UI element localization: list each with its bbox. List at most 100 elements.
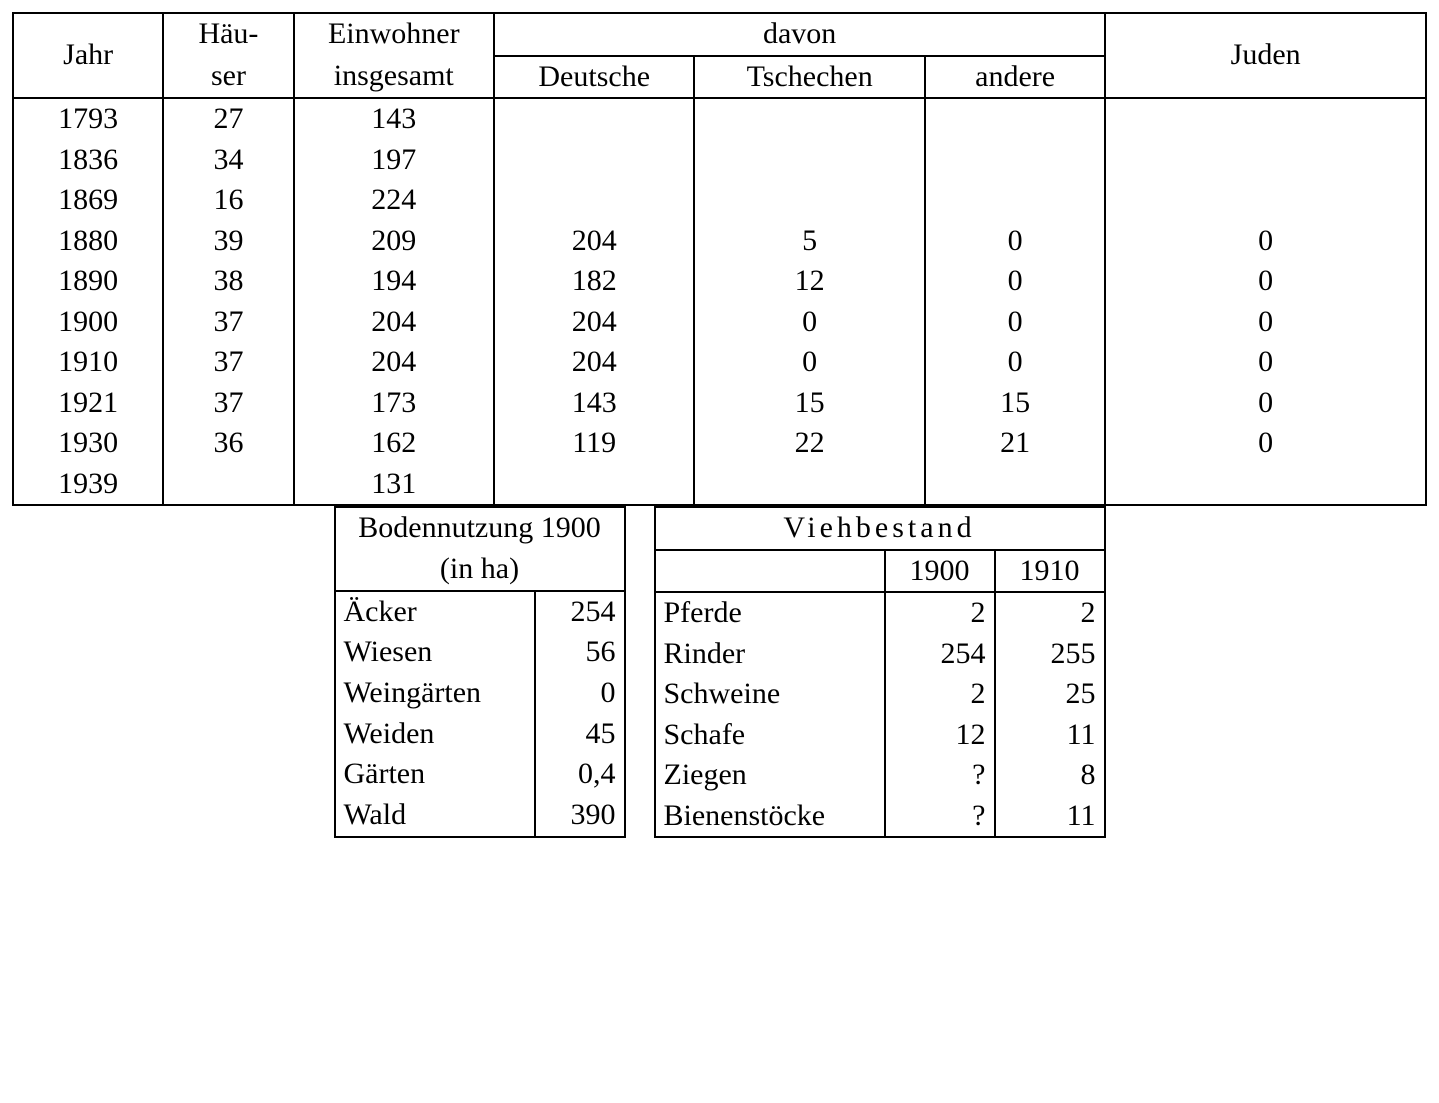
livestock-blank <box>655 550 885 593</box>
table-row: Äcker254 <box>335 591 625 633</box>
livestock-label: Pferde <box>655 592 885 634</box>
cell-haeuser: 37 <box>163 342 293 383</box>
cell-einwohner: 209 <box>294 221 494 262</box>
cell-einwohner: 194 <box>294 261 494 302</box>
cell-juden: 0 <box>1105 221 1426 262</box>
cell-deutsche: 143 <box>494 383 694 424</box>
table-row: Wiesen56 <box>335 632 625 673</box>
cell-jahr: 1890 <box>13 261 163 302</box>
col-tschechen: Tschechen <box>694 56 924 99</box>
col-juden: Juden <box>1105 13 1426 98</box>
table-row: Ziegen?8 <box>655 755 1105 796</box>
table-row: 188039209204500 <box>13 221 1426 262</box>
cell-jahr: 1910 <box>13 342 163 383</box>
cell-deutsche: 204 <box>494 302 694 343</box>
cell-jahr: 1793 <box>13 98 163 140</box>
table-row: Weiden45 <box>335 714 625 755</box>
cell-einwohner: 162 <box>294 423 494 464</box>
table-header-row: Jahr Häu- Einwohner davon Juden <box>13 13 1426 56</box>
table-row: 1890381941821200 <box>13 261 1426 302</box>
cell-jahr: 1930 <box>13 423 163 464</box>
table-row: 183634197 <box>13 140 1426 181</box>
cell-juden <box>1105 180 1426 221</box>
cell-haeuser: 39 <box>163 221 293 262</box>
cell-deutsche: 204 <box>494 221 694 262</box>
cell-deutsche: 182 <box>494 261 694 302</box>
table-row: Wald390 <box>335 795 625 837</box>
cell-tschechen: 15 <box>694 383 924 424</box>
col-einwohner-l2: insgesamt <box>294 56 494 99</box>
cell-deutsche <box>494 98 694 140</box>
table-row: 186916224 <box>13 180 1426 221</box>
cell-jahr: 1869 <box>13 180 163 221</box>
cell-juden: 0 <box>1105 423 1426 464</box>
livestock-y1: 1900 <box>885 550 995 593</box>
cell-tschechen: 12 <box>694 261 924 302</box>
cell-jahr: 1921 <box>13 383 163 424</box>
cell-einwohner: 143 <box>294 98 494 140</box>
table-row: 1939131 <box>13 464 1426 506</box>
livestock-v2: 25 <box>995 674 1105 715</box>
livestock-v2: 255 <box>995 634 1105 675</box>
col-haeuser-l1: Häu- <box>163 13 293 56</box>
table-row: Rinder254255 <box>655 634 1105 675</box>
cell-deutsche <box>494 140 694 181</box>
land-value: 56 <box>535 632 625 673</box>
cell-andere: 0 <box>925 342 1105 383</box>
livestock-label: Rinder <box>655 634 885 675</box>
cell-juden <box>1105 464 1426 506</box>
land-label: Gärten <box>335 754 535 795</box>
cell-haeuser: 27 <box>163 98 293 140</box>
cell-haeuser: 37 <box>163 302 293 343</box>
table-row: Gärten0,4 <box>335 754 625 795</box>
cell-andere <box>925 98 1105 140</box>
livestock-v1: 254 <box>885 634 995 675</box>
table-row: Bienenstöcke?11 <box>655 796 1105 838</box>
land-value: 390 <box>535 795 625 837</box>
livestock-v1: 2 <box>885 674 995 715</box>
livestock-v1: ? <box>885 755 995 796</box>
cell-tschechen <box>694 98 924 140</box>
land-title-l1: Bodennutzung 1900 <box>335 507 625 549</box>
land-value: 254 <box>535 591 625 633</box>
livestock-label: Schweine <box>655 674 885 715</box>
cell-andere: 0 <box>925 221 1105 262</box>
livestock-v1: ? <box>885 796 995 838</box>
livestock-title: Viehbestand <box>655 507 1105 550</box>
cell-einwohner: 204 <box>294 342 494 383</box>
table-row: Weingärten0 <box>335 673 625 714</box>
table-row: 19303616211922210 <box>13 423 1426 464</box>
livestock-label: Ziegen <box>655 755 885 796</box>
cell-andere <box>925 464 1105 506</box>
livestock-v2: 11 <box>995 715 1105 756</box>
col-jahr: Jahr <box>13 13 163 98</box>
cell-haeuser: 34 <box>163 140 293 181</box>
land-value: 0,4 <box>535 754 625 795</box>
land-value: 0 <box>535 673 625 714</box>
cell-haeuser: 37 <box>163 383 293 424</box>
land-label: Äcker <box>335 591 535 633</box>
cell-tschechen: 5 <box>694 221 924 262</box>
livestock-v1: 12 <box>885 715 995 756</box>
cell-tschechen: 0 <box>694 302 924 343</box>
table-row: 190037204204000 <box>13 302 1426 343</box>
land-label: Weingärten <box>335 673 535 714</box>
table-row: Schweine225 <box>655 674 1105 715</box>
livestock-label: Schafe <box>655 715 885 756</box>
table-row: 19213717314315150 <box>13 383 1426 424</box>
cell-andere: 0 <box>925 302 1105 343</box>
livestock-v2: 2 <box>995 592 1105 634</box>
cell-tschechen <box>694 180 924 221</box>
livestock-table: Viehbestand 1900 1910 Pferde22Rinder2542… <box>654 506 1106 838</box>
cell-juden: 0 <box>1105 383 1426 424</box>
cell-tschechen: 22 <box>694 423 924 464</box>
land-label: Wiesen <box>335 632 535 673</box>
cell-jahr: 1836 <box>13 140 163 181</box>
cell-einwohner: 204 <box>294 302 494 343</box>
cell-juden: 0 <box>1105 261 1426 302</box>
livestock-v1: 2 <box>885 592 995 634</box>
col-deutsche: Deutsche <box>494 56 694 99</box>
table-row: 191037204204000 <box>13 342 1426 383</box>
cell-deutsche <box>494 180 694 221</box>
land-title-l2: (in ha) <box>335 549 625 591</box>
